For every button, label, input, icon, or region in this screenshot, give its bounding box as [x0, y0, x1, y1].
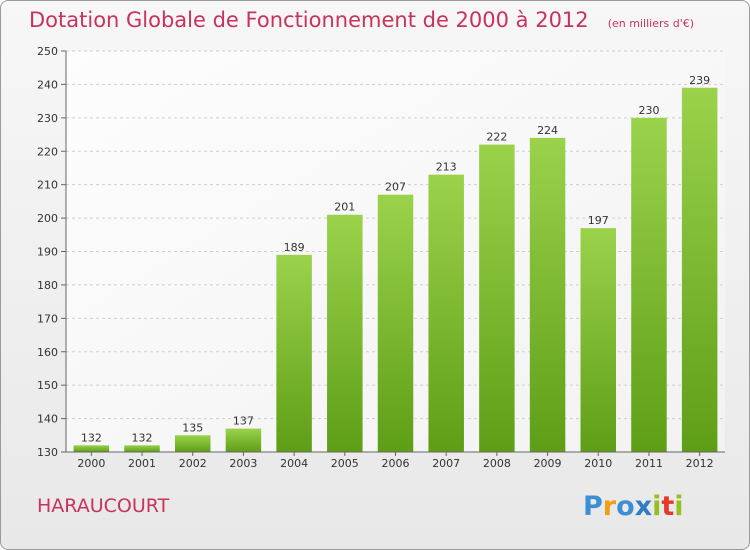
x-tick-label: 2003	[229, 457, 257, 470]
y-tick-label: 220	[37, 145, 58, 158]
y-tick-label: 210	[37, 179, 58, 192]
bar	[73, 445, 110, 452]
y-tick-label: 130	[37, 446, 58, 459]
bar	[428, 174, 464, 452]
bar	[479, 144, 515, 453]
x-tick-label: 2004	[280, 457, 308, 470]
data-label: 230	[638, 104, 659, 117]
data-label: 207	[385, 181, 406, 194]
bar	[124, 445, 160, 452]
bar	[225, 428, 262, 452]
logo-letter: i	[674, 491, 684, 522]
x-tick-label: 2008	[483, 457, 511, 470]
data-label: 137	[233, 415, 254, 428]
y-tick-label: 150	[37, 379, 58, 392]
x-tick-label: 2011	[635, 457, 663, 470]
logo-letter: x	[634, 491, 653, 522]
title-row: Dotation Globale de Fonctionnement de 20…	[29, 8, 694, 32]
data-label: 201	[334, 201, 355, 214]
bar	[276, 254, 312, 452]
y-tick-label: 180	[37, 279, 58, 292]
bar	[529, 137, 566, 452]
logo-letter: P	[583, 491, 603, 522]
bar	[681, 87, 718, 452]
logo-letter: i	[652, 491, 662, 522]
x-tick-label: 2010	[584, 457, 612, 470]
y-tick-label: 190	[37, 246, 58, 259]
bar	[327, 214, 363, 452]
x-tick-label: 2000	[77, 457, 105, 470]
data-label: 132	[132, 431, 153, 444]
chart-subtitle: (en milliers d'€)	[607, 17, 695, 30]
bar	[580, 228, 617, 452]
data-label: 197	[588, 214, 609, 227]
y-tick-label: 160	[37, 346, 58, 359]
y-tick-label: 170	[37, 312, 58, 325]
x-tick-label: 2009	[534, 457, 562, 470]
bar	[631, 117, 667, 452]
x-tick-label: 2005	[331, 457, 359, 470]
y-tick-label: 200	[37, 212, 58, 225]
y-tick-label: 230	[37, 112, 58, 125]
y-tick-label: 140	[37, 413, 58, 426]
logo-letter: t	[661, 491, 675, 522]
bar	[377, 194, 414, 453]
logo-letter: r	[602, 491, 617, 522]
data-label: 135	[182, 421, 203, 434]
x-tick-label: 2001	[128, 457, 156, 470]
y-tick-label: 250	[37, 45, 58, 58]
data-label: 224	[537, 124, 558, 137]
x-tick-label: 2006	[382, 457, 410, 470]
data-label: 213	[436, 161, 457, 174]
chart-title: Dotation Globale de Fonctionnement de 20…	[29, 8, 589, 32]
bar	[174, 435, 211, 452]
y-tick-label: 240	[37, 78, 58, 91]
data-label: 222	[486, 131, 507, 144]
logo-letter: o	[616, 491, 635, 522]
x-tick-label: 2012	[686, 457, 714, 470]
data-label: 189	[284, 241, 305, 254]
data-label: 132	[81, 431, 102, 444]
x-tick-label: 2007	[432, 457, 460, 470]
proxiti-logo: Proxiti	[583, 491, 684, 522]
data-label: 239	[689, 74, 710, 87]
x-tick-label: 2002	[179, 457, 207, 470]
commune-name: HARAUCOURT	[37, 495, 170, 517]
